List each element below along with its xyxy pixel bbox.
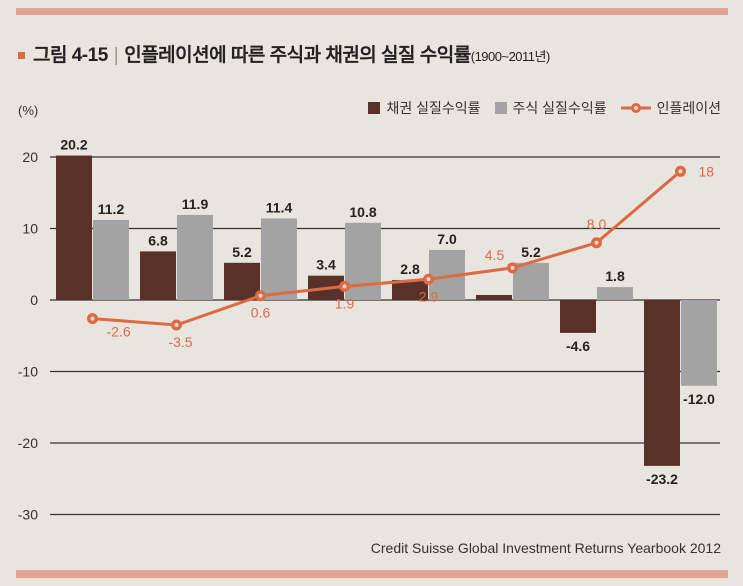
stock-value-label: 11.4	[266, 199, 293, 215]
figure-label: 그림 4-15	[33, 45, 108, 66]
stock-bar	[93, 219, 129, 300]
stock-bar	[681, 300, 717, 386]
bottom-accent-bar	[16, 570, 728, 578]
top-accent-bar	[16, 8, 728, 15]
bond-bar	[392, 279, 428, 300]
inflation-line	[92, 170, 682, 327]
y-tick-label: 20	[22, 149, 38, 165]
legend-stock-swatch	[494, 102, 507, 114]
bond-value-label: 20.2	[60, 137, 87, 153]
legend-bond-swatch	[368, 102, 381, 114]
y-axis-unit: (%)	[18, 103, 39, 118]
inflation-value-label: 1.9	[335, 295, 355, 311]
figure-years: (1900~2011년)	[470, 49, 551, 64]
legend-inflation-label: 인플레이션	[656, 100, 721, 116]
stock-bar	[597, 287, 633, 300]
bond-value-label: 2.8	[400, 261, 420, 277]
bond-bar	[644, 300, 680, 466]
stock-value-label: 1.8	[605, 268, 625, 284]
legend: 채권 실질수익률 주식 실질수익률 인플레이션	[368, 98, 721, 118]
legend-stock-label: 주식 실질수익률	[512, 100, 607, 116]
stock-value-label: 7.0	[437, 231, 457, 247]
bond-value-label: 5.2	[232, 244, 252, 260]
inflation-point-center	[90, 316, 95, 321]
bond-bar	[476, 294, 512, 300]
stock-bar	[261, 218, 297, 300]
inflation-value-label: 0.6	[251, 305, 271, 321]
inflation-point-center	[594, 240, 599, 245]
y-tick-label: 0	[30, 292, 38, 308]
stock-value-label: 11.2	[98, 201, 125, 217]
inflation-value-label: 18	[699, 163, 715, 179]
bond-value-label: 3.4	[316, 257, 336, 273]
inflation-point-center	[426, 277, 431, 282]
y-tick-label: 10	[22, 221, 38, 237]
stock-bar	[513, 262, 549, 300]
stock-value-label: 11.9	[182, 196, 209, 212]
y-tick-label: -10	[18, 364, 38, 380]
bond-bar	[224, 262, 260, 300]
inflation-value-label: -2.6	[107, 324, 131, 340]
legend-inflation-swatch	[620, 103, 651, 113]
inflation-point-center	[510, 265, 515, 270]
figure-title: 인플레이션에 따른 주식과 채권의 실질 수익률	[124, 45, 471, 66]
bond-value-label: -23.2	[646, 471, 678, 487]
inflation-value-label: 2.9	[419, 288, 439, 304]
y-tick-label: -20	[18, 435, 38, 451]
inflation-point-center	[678, 169, 683, 174]
stock-bar	[177, 214, 213, 300]
title-marker-icon	[18, 52, 25, 60]
inflation-point-center	[174, 323, 179, 328]
inflation-value-label: -3.5	[168, 334, 192, 350]
bond-bar	[560, 300, 596, 333]
y-tick-label: -30	[18, 507, 38, 523]
stock-value-label: 10.8	[349, 204, 376, 220]
inflation-value-label: 8.0	[587, 216, 607, 232]
bond-value-label: 6.8	[148, 232, 168, 248]
chart-title: 그림 4-15 | 인플레이션에 따른 주식과 채권의 실질 수익률(1900~20…	[18, 40, 550, 67]
source-note: Credit Suisse Global Investment Returns …	[370, 540, 721, 556]
bond-bar	[140, 251, 176, 300]
title-separator: |	[113, 45, 119, 66]
stock-value-label: -12.0	[683, 391, 715, 407]
bond-bar	[56, 155, 92, 300]
inflation-point-center	[342, 284, 347, 289]
inflation-value-label: 4.5	[485, 247, 505, 263]
stock-bar	[345, 222, 381, 300]
stock-value-label: 5.2	[521, 244, 541, 260]
legend-bond-label: 채권 실질수익률	[386, 100, 481, 116]
inflation-point-center	[258, 293, 263, 298]
bond-value-label: -4.6	[566, 338, 590, 354]
